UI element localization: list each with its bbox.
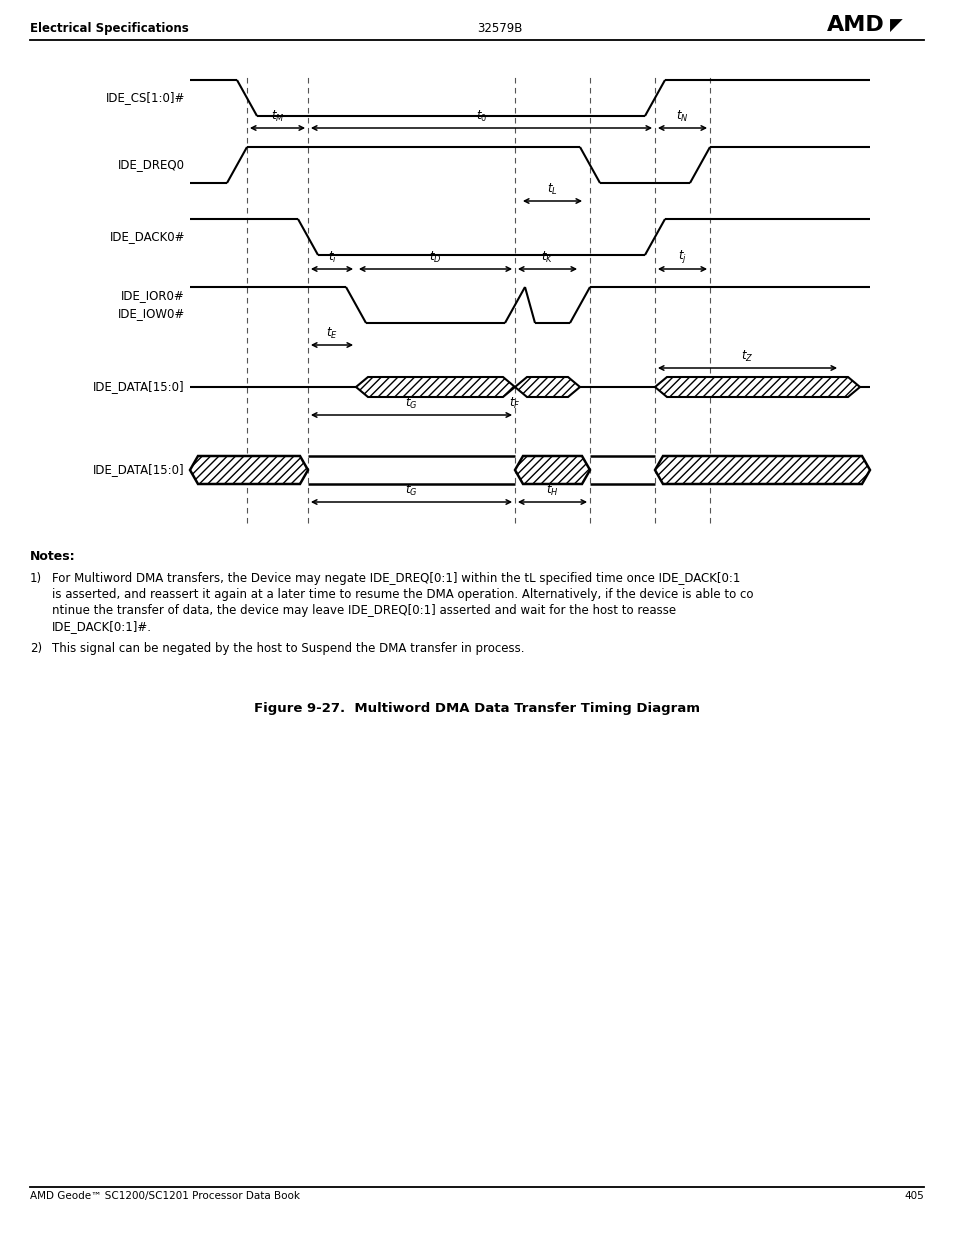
Text: $t_D$: $t_D$ [429, 249, 441, 266]
Text: $t_G$: $t_G$ [405, 396, 417, 411]
Text: AMD Geode™ SC1200/SC1201 Processor Data Book: AMD Geode™ SC1200/SC1201 Processor Data … [30, 1191, 299, 1200]
Text: $t_L$: $t_L$ [547, 182, 558, 198]
Text: IDE_DATA[15:0]: IDE_DATA[15:0] [93, 463, 185, 477]
Text: IDE_DACK0#: IDE_DACK0# [110, 231, 185, 243]
Text: ntinue the transfer of data, the device may leave IDE_DREQ[0:1] asserted and wai: ntinue the transfer of data, the device … [52, 604, 676, 618]
Text: IDE_CS[1:0]#: IDE_CS[1:0]# [106, 91, 185, 105]
Text: Electrical Specifications: Electrical Specifications [30, 22, 189, 35]
Text: 32579B: 32579B [476, 22, 522, 35]
Text: IDE_DACK[0:1]#.: IDE_DACK[0:1]#. [52, 620, 152, 634]
Text: IDE_DATA[15:0]: IDE_DATA[15:0] [93, 380, 185, 394]
Text: is asserted, and reassert it again at a later time to resume the DMA operation. : is asserted, and reassert it again at a … [52, 588, 753, 601]
Polygon shape [655, 377, 859, 396]
Text: This signal can be negated by the host to Suspend the DMA transfer in process.: This signal can be negated by the host t… [52, 642, 524, 655]
Polygon shape [655, 456, 869, 484]
Polygon shape [515, 456, 589, 484]
Text: $t_H$: $t_H$ [546, 483, 558, 498]
Text: $t_i$: $t_i$ [327, 249, 336, 266]
Text: $t_M$: $t_M$ [271, 109, 284, 124]
Text: IDE_DREQ0: IDE_DREQ0 [118, 158, 185, 172]
Text: ◤: ◤ [889, 17, 902, 35]
Polygon shape [355, 377, 515, 396]
Text: 1): 1) [30, 572, 42, 585]
Text: $t_G$: $t_G$ [405, 483, 417, 498]
Text: For Multiword DMA transfers, the Device may negate IDE_DREQ[0:1] within the tL s: For Multiword DMA transfers, the Device … [52, 572, 740, 585]
Text: AMD: AMD [826, 15, 884, 35]
Text: 405: 405 [903, 1191, 923, 1200]
Text: $t_E$: $t_E$ [326, 326, 337, 341]
Polygon shape [190, 456, 308, 484]
Polygon shape [515, 377, 579, 396]
Text: Figure 9-27.  Multiword DMA Data Transfer Timing Diagram: Figure 9-27. Multiword DMA Data Transfer… [253, 701, 700, 715]
Text: $t_j$: $t_j$ [678, 248, 686, 266]
Text: $t_K$: $t_K$ [540, 249, 553, 266]
Text: $t_N$: $t_N$ [676, 109, 688, 124]
Text: 2): 2) [30, 642, 42, 655]
Text: IDE_IOR0#: IDE_IOR0# [121, 289, 185, 303]
Text: Notes:: Notes: [30, 550, 75, 563]
Text: IDE_IOW0#: IDE_IOW0# [117, 308, 185, 321]
Text: $t_F$: $t_F$ [509, 396, 520, 411]
Text: $t_Z$: $t_Z$ [740, 350, 753, 364]
Text: $t_0$: $t_0$ [476, 109, 487, 124]
